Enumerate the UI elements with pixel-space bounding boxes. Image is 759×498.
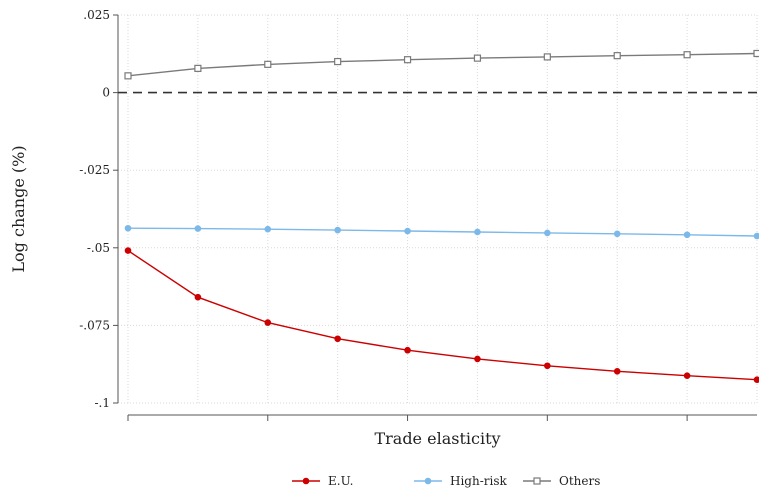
data-point <box>264 60 272 68</box>
data-point <box>474 355 481 363</box>
data-point <box>613 368 621 375</box>
series-1 <box>124 224 759 240</box>
series-2 <box>124 49 759 80</box>
grid <box>118 14 758 404</box>
y-tick-label: -.025 <box>79 163 110 177</box>
legend-item: E.U. <box>292 474 353 488</box>
data-point <box>404 227 411 235</box>
data-point <box>403 56 412 64</box>
data-point <box>544 362 551 370</box>
data-point <box>474 228 481 236</box>
legend-label: Others <box>559 474 600 488</box>
legend-label: E.U. <box>328 474 353 488</box>
data-point <box>264 319 272 326</box>
data-point <box>473 54 482 62</box>
data-point <box>264 225 272 233</box>
data-point <box>124 247 132 254</box>
data-point <box>613 230 621 238</box>
data-point <box>683 231 691 239</box>
data-point <box>683 372 691 379</box>
data-point <box>544 229 551 237</box>
legend: E.U. High-risk Others <box>292 474 600 488</box>
data-point <box>124 224 132 232</box>
data-point <box>334 335 341 343</box>
series-line <box>127 52 758 77</box>
legend-item: High-risk <box>414 474 508 488</box>
data-point <box>753 49 759 58</box>
data-point <box>753 232 759 240</box>
x-axis-title: Trade elasticity <box>374 429 500 448</box>
data-point <box>194 64 202 72</box>
data-point <box>613 52 621 60</box>
y-tick-label: -.1 <box>94 396 110 410</box>
data-point <box>753 376 759 384</box>
y-tick-label: -.05 <box>87 241 110 255</box>
data-point <box>683 51 691 59</box>
data-point <box>124 72 132 80</box>
series-0 <box>124 247 759 384</box>
legend-label: High-risk <box>450 474 508 488</box>
y-axis-title: Log change (%) <box>9 145 28 272</box>
legend-swatch-marker <box>533 477 541 485</box>
legend-swatch-marker <box>302 477 310 485</box>
y-tick-label: .025 <box>83 8 110 22</box>
data-point <box>334 226 341 234</box>
y-tick-label: 0 <box>102 86 110 100</box>
data-point <box>404 346 411 354</box>
data-point <box>194 225 202 232</box>
y-tick-label: -.075 <box>79 318 110 332</box>
series-line <box>127 227 758 237</box>
series-line <box>127 250 758 381</box>
data-point <box>543 53 551 61</box>
data-point <box>334 57 342 66</box>
axes: .025 0 -.025 -.05 -.075 -.1 <box>79 8 757 421</box>
legend-item: Others <box>523 474 600 488</box>
data-point <box>194 293 202 301</box>
series-layer <box>124 49 759 384</box>
legend-swatch-marker <box>424 477 432 485</box>
